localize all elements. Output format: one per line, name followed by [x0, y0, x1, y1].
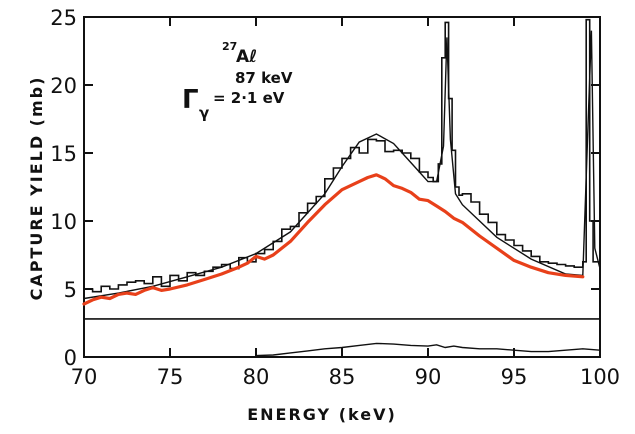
x-tick-label: 75 [157, 365, 184, 389]
residual-series [255, 342, 601, 357]
y-tick-label: 0 [64, 346, 77, 370]
isotope-symbol: Aℓ [236, 47, 257, 67]
y-tick-label: 15 [50, 142, 77, 166]
isotope-mass-number: 27 [222, 40, 237, 53]
gamma-value-label: = 2·1 eV [213, 89, 285, 107]
y-tick-label: 10 [50, 210, 77, 234]
orange-curve-series [82, 173, 585, 306]
plot-frame [83, 16, 601, 358]
x-tick-label: 80 [243, 365, 270, 389]
gamma-subscript: γ [199, 104, 209, 122]
y-tick-label: 25 [50, 6, 77, 30]
y-axis-title: CAPTURE YIELD (mb) [27, 76, 46, 301]
axes-layer: 70 75 80 85 90 95 100 0 5 10 15 20 25 [50, 6, 620, 389]
series-layer [82, 18, 601, 357]
x-tick-label: 85 [329, 365, 356, 389]
y-tick-label: 20 [50, 74, 77, 98]
x-tick-label: 90 [415, 365, 442, 389]
resonance-energy-label: 87 keV [235, 69, 293, 87]
x-tick-label: 70 [71, 365, 98, 389]
annotation-layer: 27 Aℓ 87 keV Γ γ = 2·1 eV [182, 40, 293, 122]
y-tick-label: 5 [64, 278, 77, 302]
gamma-symbol: Γ [182, 85, 199, 115]
x-axis-title: ENERGY (keV) [247, 405, 397, 424]
x-tick-label: 95 [501, 365, 528, 389]
x-tick-label: 100 [580, 365, 620, 389]
measured-histogram-series [84, 18, 600, 293]
